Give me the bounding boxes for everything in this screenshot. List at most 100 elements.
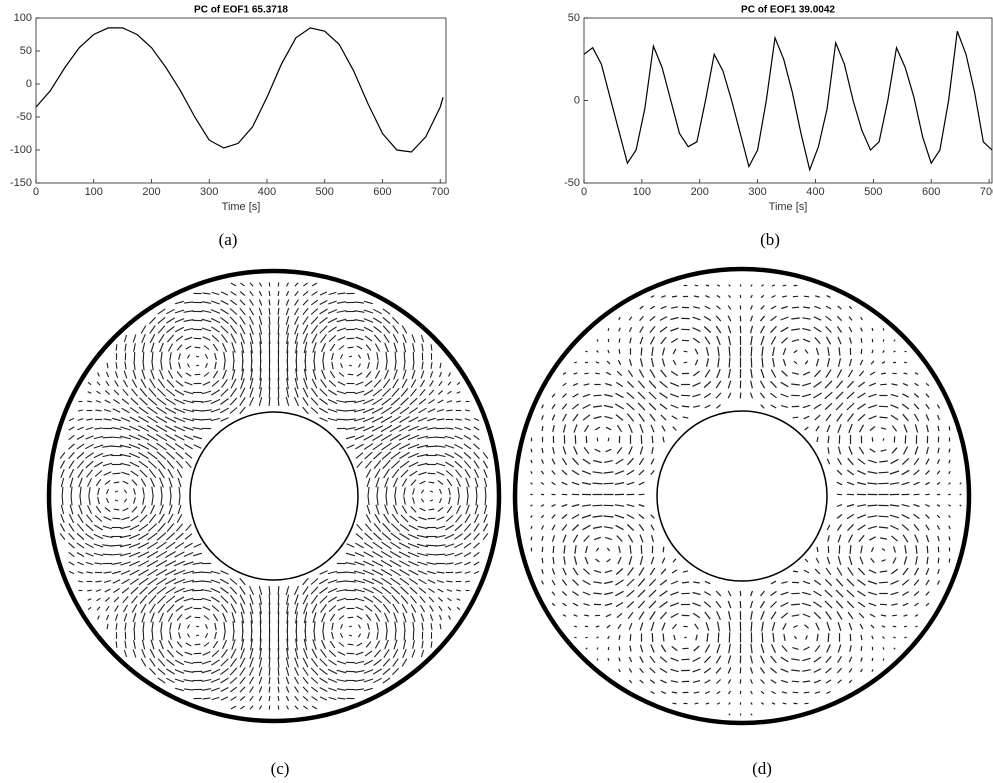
- vector-arrow: [825, 413, 832, 422]
- vector-arrow: [693, 691, 700, 694]
- vector-arrow: [409, 515, 418, 522]
- vector-arrow: [182, 579, 195, 584]
- vector-arrow: [592, 504, 603, 507]
- vector-arrow: [484, 486, 487, 497]
- vector-arrow: [436, 471, 445, 476]
- vector-arrow: [604, 393, 613, 398]
- vector-arrow: [131, 604, 138, 613]
- vector-arrow: [780, 591, 789, 596]
- vector-arrow: [320, 604, 327, 613]
- vector-arrow: [210, 570, 221, 575]
- vector-arrow: [113, 596, 120, 603]
- vector-arrow: [572, 457, 579, 466]
- vector-arrow: [319, 300, 328, 305]
- vector-arrow: [592, 471, 603, 474]
- vector-arrow: [868, 382, 877, 387]
- vector-arrow: [419, 388, 426, 397]
- vector-arrow: [336, 327, 347, 332]
- x-tick-label: 200: [691, 186, 709, 198]
- vector-arrow: [435, 534, 446, 539]
- vector-arrow: [380, 559, 393, 568]
- vector-arrow: [394, 486, 397, 497]
- vector-arrow: [319, 291, 328, 296]
- vector-arrow: [704, 305, 711, 310]
- vector-arrow: [132, 612, 137, 623]
- vector-arrow: [115, 362, 118, 369]
- vector-arrow: [925, 579, 930, 586]
- vector-arrow: [249, 585, 254, 596]
- vector-arrow: [561, 481, 568, 486]
- vector-arrow: [337, 697, 346, 700]
- vector-arrow: [150, 342, 155, 353]
- vector-arrow: [385, 495, 388, 506]
- vector-arrow: [639, 336, 644, 345]
- vector-arrow: [858, 370, 865, 377]
- vector-arrow: [210, 668, 221, 675]
- vector-arrow: [390, 406, 401, 415]
- vector-arrow: [114, 614, 119, 621]
- vector-arrow: [572, 602, 579, 607]
- vector-arrow: [466, 486, 469, 497]
- vector-arrow: [616, 612, 623, 619]
- vector-arrow: [382, 522, 391, 533]
- vector-arrow: [761, 632, 764, 643]
- vector-arrow: [229, 316, 238, 325]
- vector-arrow: [120, 525, 131, 530]
- vector-arrow: [147, 532, 158, 541]
- vector-arrow: [167, 370, 174, 379]
- vector-arrow: [138, 416, 149, 423]
- vector-arrow: [185, 642, 192, 647]
- vector-arrow: [240, 368, 245, 381]
- vector-arrow: [353, 570, 366, 575]
- vector-arrow: [563, 556, 566, 565]
- vector-arrow: [473, 551, 480, 558]
- vector-arrow: [483, 477, 488, 488]
- vector-arrow: [148, 468, 157, 479]
- plot-frame: [583, 17, 993, 184]
- vector-arrow: [123, 613, 128, 622]
- vector-arrow: [403, 360, 406, 371]
- vector-arrow: [482, 460, 489, 469]
- vector-arrow: [294, 307, 299, 316]
- vector-arrow: [925, 514, 930, 519]
- vector-arrow: [195, 355, 200, 358]
- vector-arrow: [592, 526, 603, 529]
- vector-arrow: [703, 591, 712, 596]
- vector-arrow: [572, 382, 579, 387]
- vector-arrow: [836, 413, 843, 422]
- vector-arrow: [603, 526, 614, 529]
- vector-arrow: [239, 657, 246, 668]
- vector-arrow: [661, 347, 666, 356]
- vector-arrow: [310, 667, 319, 676]
- vector-arrow: [463, 435, 472, 440]
- vector-arrow: [102, 445, 113, 448]
- y-tick-label: -100: [10, 144, 32, 156]
- vector-arrow: [59, 460, 66, 469]
- vector-arrow: [327, 570, 338, 575]
- vector-arrow: [249, 282, 254, 287]
- vector-arrow: [211, 334, 220, 343]
- vector-arrow: [106, 623, 109, 630]
- vector-arrow: [562, 413, 567, 422]
- vector-arrow: [348, 355, 353, 358]
- vector-arrow: [792, 416, 799, 419]
- vector-arrow: [394, 360, 397, 371]
- vector-arrow: [627, 611, 634, 620]
- vector-arrow: [157, 667, 166, 676]
- vector-arrow: [411, 612, 416, 623]
- vector-arrow: [128, 443, 141, 450]
- vector-arrow: [183, 327, 194, 332]
- vector-arrow: [211, 687, 220, 692]
- vector-arrow: [769, 601, 778, 608]
- vector-arrow: [475, 486, 478, 497]
- vector-arrow: [320, 342, 327, 353]
- vector-arrow: [354, 327, 365, 332]
- vector-arrow: [836, 611, 843, 620]
- vector-arrow: [211, 300, 220, 305]
- vector-arrow: [249, 594, 254, 605]
- vector-arrow: [593, 569, 602, 574]
- vector-arrow: [571, 481, 580, 486]
- vector-arrow: [824, 589, 833, 598]
- vector-arrow: [572, 579, 579, 586]
- vector-arrow: [336, 688, 347, 691]
